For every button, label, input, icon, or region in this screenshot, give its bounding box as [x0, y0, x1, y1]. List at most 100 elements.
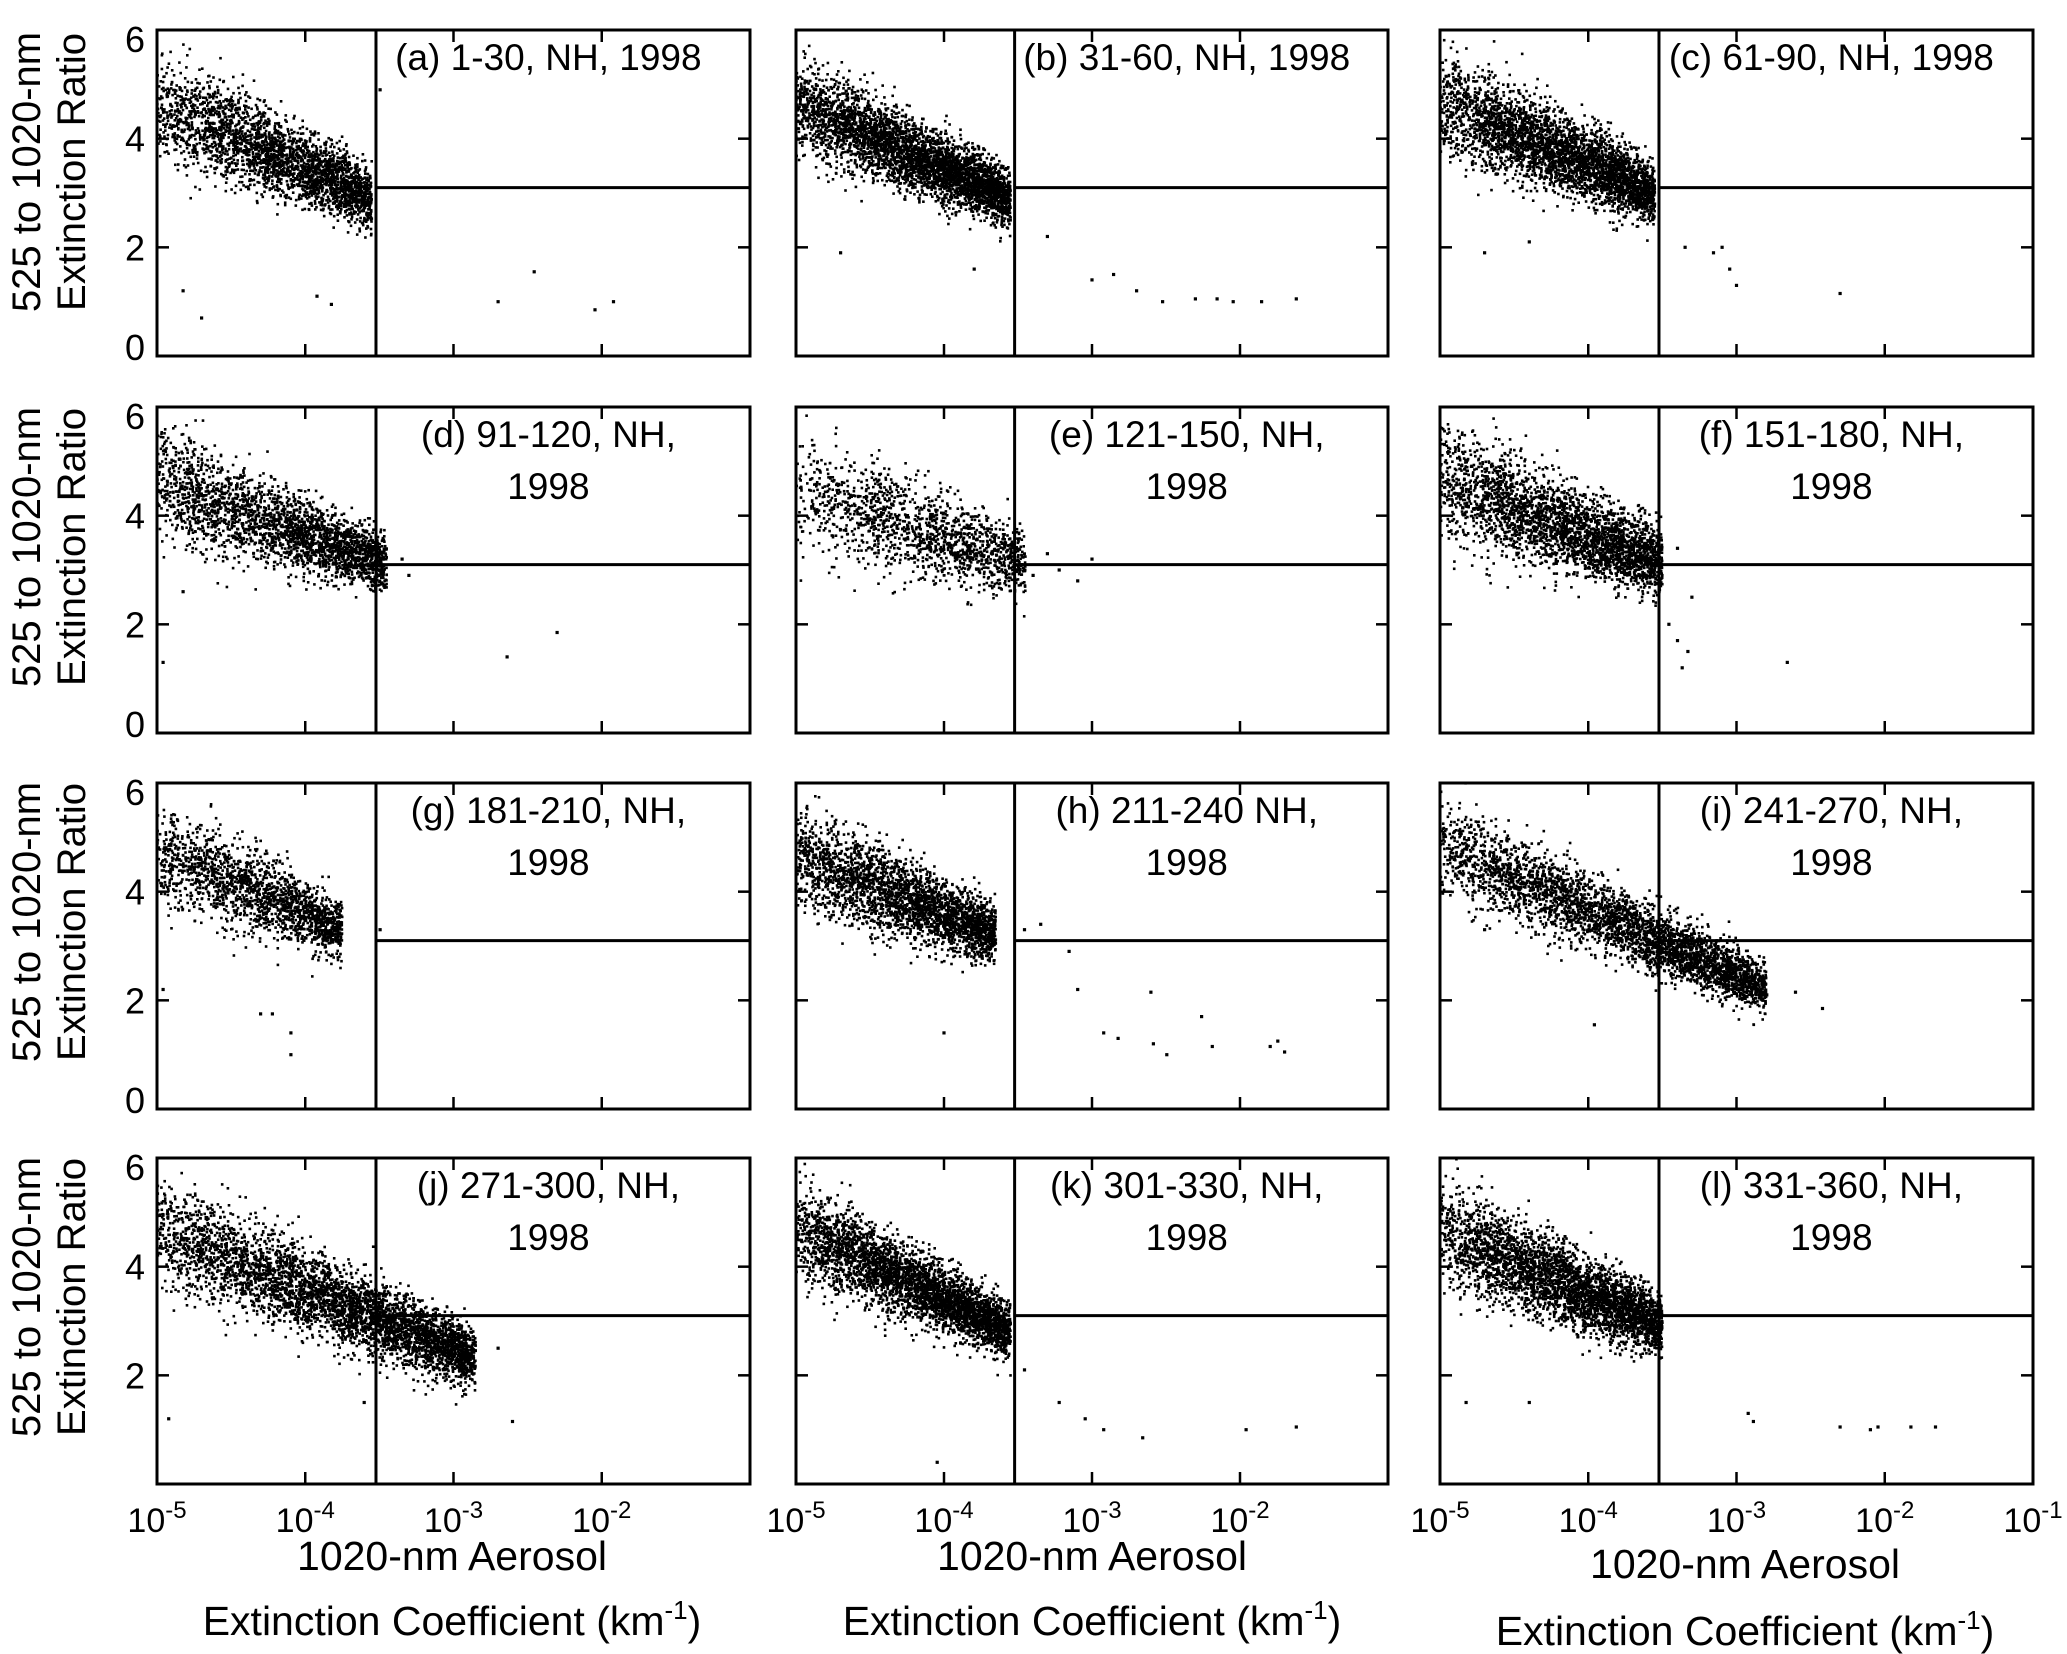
data-point [336, 173, 339, 176]
data-point [193, 115, 196, 119]
data-point [221, 121, 225, 125]
data-point [222, 100, 225, 103]
data-point [267, 121, 271, 124]
data-point [925, 126, 928, 129]
data-point [177, 126, 180, 130]
data-point [314, 208, 317, 211]
data-point [270, 152, 273, 156]
data-point [198, 96, 202, 99]
data-point [205, 136, 209, 140]
data-point [941, 146, 945, 149]
data-point [314, 195, 317, 198]
data-point [189, 112, 193, 115]
data-point [351, 194, 354, 198]
data-point [936, 198, 940, 202]
data-point [215, 110, 218, 113]
data-point [225, 168, 229, 172]
data-point [369, 209, 373, 212]
data-point [181, 137, 185, 141]
data-point [330, 194, 334, 197]
data-point [942, 171, 945, 174]
data-point [280, 155, 283, 158]
data-point [911, 128, 915, 131]
data-point [183, 128, 186, 131]
data-point [320, 161, 323, 164]
data-point [284, 153, 287, 157]
data-point [226, 170, 229, 174]
data-point [158, 154, 162, 158]
data-point [824, 78, 828, 82]
data-point [855, 139, 859, 142]
data-point [869, 121, 873, 125]
data-point [967, 141, 970, 144]
data-point [971, 142, 974, 145]
data-point [192, 155, 196, 158]
data-point [162, 131, 165, 134]
data-point [346, 186, 350, 190]
data-point [325, 175, 329, 178]
data-point [835, 146, 838, 149]
data-point [345, 208, 349, 212]
data-point [996, 202, 1000, 206]
panel-a-frame [155, 28, 752, 358]
data-point [233, 169, 236, 172]
data-point [212, 113, 215, 117]
data-point [271, 146, 274, 149]
data-point [253, 183, 256, 187]
data-point [176, 101, 179, 105]
data-point [216, 85, 219, 89]
data-point [366, 226, 370, 229]
data-point [263, 190, 266, 194]
data-point [152, 134, 155, 137]
data-point [329, 212, 333, 216]
data-point [356, 213, 360, 216]
data-point [309, 189, 313, 192]
data-point [218, 140, 222, 143]
data-point [959, 128, 962, 131]
data-point [872, 134, 876, 137]
data-point [291, 175, 295, 178]
data-point [169, 104, 173, 107]
data-point [297, 147, 301, 151]
data-point [297, 197, 301, 201]
data-point [168, 113, 172, 116]
data-point [304, 144, 307, 148]
data-point [898, 187, 902, 191]
data-point [273, 131, 276, 135]
data-point [216, 101, 219, 104]
data-point [340, 207, 343, 211]
data-point [271, 143, 274, 147]
data-point [195, 86, 199, 90]
data-point [320, 196, 323, 200]
data-point [189, 116, 193, 120]
data-point [329, 155, 332, 158]
data-point [337, 202, 341, 206]
data-point [211, 154, 214, 158]
data-point [324, 147, 328, 150]
data-point [986, 212, 990, 215]
data-point [224, 120, 227, 124]
data-point [355, 218, 359, 221]
data-point [299, 146, 302, 150]
data-point [339, 165, 342, 169]
data-point [347, 220, 350, 223]
data-point [280, 151, 283, 154]
data-point [887, 144, 891, 147]
data-point [332, 214, 336, 218]
data-point [228, 157, 231, 160]
data-point [186, 98, 190, 101]
data-point [178, 88, 182, 91]
data-point [256, 146, 259, 149]
data-point [341, 179, 344, 183]
data-point [861, 162, 865, 166]
data-point [964, 203, 968, 206]
data-point [229, 125, 232, 128]
data-point [234, 107, 238, 110]
data-point [209, 157, 213, 160]
data-point [218, 115, 222, 118]
data-point [152, 123, 155, 126]
data-point [788, 116, 791, 119]
data-point [281, 189, 284, 192]
data-point [157, 85, 161, 88]
data-point [276, 213, 279, 216]
